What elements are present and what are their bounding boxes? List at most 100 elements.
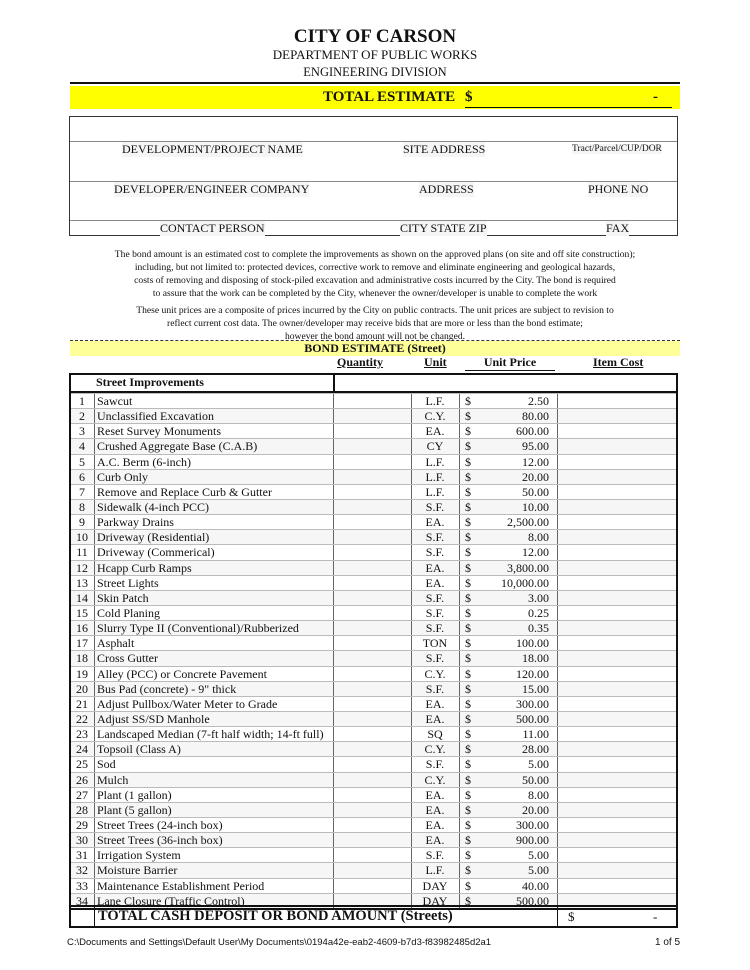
item-quantity[interactable] <box>335 788 409 802</box>
item-quantity[interactable] <box>335 667 409 681</box>
item-quantity[interactable] <box>335 530 409 544</box>
item-unit: DAY <box>422 893 448 908</box>
item-description: Curb Only <box>97 469 148 484</box>
table-row: 2 Unclassified Excavation C.Y. $80.00 <box>71 408 676 424</box>
item-quantity[interactable] <box>335 757 409 771</box>
department-name: DEPARTMENT OF PUBLIC WORKS <box>272 47 478 62</box>
total-bond-label: TOTAL CASH DEPOSIT OR BOND AMOUNT (Stree… <box>98 908 453 924</box>
item-quantity[interactable] <box>335 682 409 696</box>
total-estimate-bar <box>70 86 680 109</box>
currency-symbol: $ <box>465 515 471 530</box>
item-unit-price: 10.00 <box>522 499 549 514</box>
row-number: 28 <box>76 802 88 817</box>
item-unit: S.F. <box>425 681 445 696</box>
item-description: Landscaped Median (7-ft half width; 14-f… <box>97 727 324 742</box>
item-quantity[interactable] <box>335 409 409 423</box>
item-quantity[interactable] <box>335 863 409 877</box>
column-item-cost: Item Cost <box>593 355 644 369</box>
item-quantity[interactable] <box>335 803 409 817</box>
currency-symbol: $ <box>465 893 471 908</box>
item-cost <box>559 727 677 741</box>
item-description: Driveway (Residential) <box>97 530 210 545</box>
total-estimate-label: TOTAL ESTIMATE <box>323 89 456 105</box>
item-description: Remove and Replace Curb & Gutter <box>97 484 272 499</box>
item-cost <box>559 485 677 499</box>
currency-symbol: $ <box>465 575 471 590</box>
item-cost <box>559 879 677 893</box>
item-cost <box>559 636 677 650</box>
item-unit: EA. <box>425 817 445 832</box>
item-quantity[interactable] <box>335 606 409 620</box>
item-quantity[interactable] <box>335 651 409 665</box>
item-description: A.C. Berm (6-inch) <box>97 454 191 469</box>
item-cost <box>559 455 677 469</box>
table-row: 18 Cross Gutter S.F. $18.00 <box>71 650 676 666</box>
currency-symbol: $ <box>465 696 471 711</box>
item-unit-price: 12.00 <box>522 545 549 560</box>
item-description: Street Trees (24-inch box) <box>97 817 223 832</box>
table-row: 13 Street Lights EA. $10,000.00 <box>71 574 676 590</box>
item-quantity[interactable] <box>335 470 409 484</box>
item-quantity[interactable] <box>335 697 409 711</box>
row-number: 24 <box>76 742 88 757</box>
item-quantity[interactable] <box>335 727 409 741</box>
item-quantity[interactable] <box>335 591 409 605</box>
item-quantity[interactable] <box>335 848 409 862</box>
item-unit: S.F. <box>425 590 445 605</box>
currency-symbol: $ <box>465 409 471 424</box>
table-row: 19 Alley (PCC) or Concrete Pavement C.Y. $1… <box>71 665 676 681</box>
item-quantity[interactable] <box>335 773 409 787</box>
item-quantity[interactable] <box>335 500 409 514</box>
item-quantity[interactable] <box>335 515 409 529</box>
item-quantity[interactable] <box>335 576 409 590</box>
item-quantity[interactable] <box>335 424 409 438</box>
item-quantity[interactable] <box>335 879 409 893</box>
item-quantity[interactable] <box>335 455 409 469</box>
item-quantity[interactable] <box>335 561 409 575</box>
table-row: 26 Mulch C.Y. $50.00 <box>71 771 676 787</box>
currency-symbol: $ <box>465 394 471 408</box>
item-quantity[interactable] <box>335 742 409 756</box>
item-quantity[interactable] <box>335 439 409 453</box>
total-estimate-value[interactable]: $ - <box>465 89 672 108</box>
item-description: Skin Patch <box>97 590 149 605</box>
item-quantity[interactable] <box>335 636 409 650</box>
item-quantity[interactable] <box>335 545 409 559</box>
currency-symbol: $ <box>465 651 471 666</box>
item-unit-price: 3,800.00 <box>507 560 549 575</box>
item-quantity[interactable] <box>335 712 409 726</box>
item-unit-price: 20.00 <box>522 469 549 484</box>
total-bond-value: - <box>653 909 658 924</box>
item-description: Crushed Aggregate Base (C.A.B) <box>97 439 258 454</box>
item-quantity[interactable] <box>335 621 409 635</box>
table-row: 11 Driveway (Commerical) S.F. $12.00 <box>71 544 676 560</box>
text-line: costs of removing and disposing of stock… <box>134 275 616 286</box>
currency-symbol: $ <box>465 590 471 605</box>
row-number: 9 <box>79 515 85 530</box>
item-quantity[interactable] <box>335 818 409 832</box>
label-address: ADDRESS <box>419 182 474 197</box>
table-row: 23 Landscaped Median (7-ft half width; 14… <box>71 726 677 742</box>
text-line: to assure that the work can be completed… <box>152 288 598 299</box>
item-unit-price: 0.25 <box>528 605 549 620</box>
table-row: 1 Sawcut L.F. $2.50 <box>71 393 676 409</box>
item-cost <box>559 500 677 514</box>
item-quantity[interactable] <box>335 833 409 847</box>
item-quantity[interactable] <box>335 394 409 408</box>
row-number: 16 <box>76 621 88 636</box>
item-description: Mulch <box>97 772 129 787</box>
header-divider <box>70 82 680 84</box>
item-unit-price: 900.00 <box>516 833 549 848</box>
currency-symbol: $ <box>465 787 471 802</box>
item-unit: C.Y. <box>424 409 446 424</box>
table-row: 24 Topsoil (Class A) C.Y. $28.00 <box>71 741 676 757</box>
item-description: Parkway Drains <box>97 515 174 530</box>
item-unit: S.F. <box>425 530 445 545</box>
item-cost <box>559 818 677 832</box>
item-cost <box>559 833 677 847</box>
currency-symbol: $ <box>465 742 471 757</box>
item-quantity[interactable] <box>335 485 409 499</box>
text-line: These unit prices are a composite of pri… <box>136 305 614 316</box>
item-unit-price: 5.00 <box>528 863 549 878</box>
item-unit: EA. <box>425 575 445 590</box>
